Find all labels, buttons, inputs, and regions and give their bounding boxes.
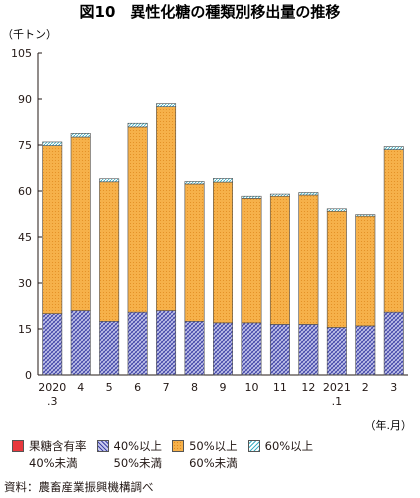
- bar-segment-50-60: [241, 198, 262, 324]
- legend-swatch-50-60: [172, 440, 185, 452]
- bar-segment-40-50: [326, 327, 347, 375]
- legend-item-over-60: 60%以上: [247, 438, 314, 472]
- bar-segment-over-60: [184, 181, 205, 185]
- y-tick-label: 90: [18, 93, 32, 106]
- legend-swatch-40-50: [96, 440, 109, 452]
- y-tick-label: 75: [18, 139, 32, 152]
- bar-segment-40-50: [156, 310, 177, 375]
- legend-swatch-under-40: [12, 440, 24, 452]
- y-tick-label: 105: [11, 47, 32, 60]
- bar-segment-40-50: [99, 321, 120, 375]
- y-tick-label: 15: [18, 323, 32, 336]
- x-period-label: （年.月）: [365, 418, 413, 432]
- x-tick-label: 2020: [38, 381, 66, 394]
- bar-segment-40-50: [298, 324, 319, 375]
- bar-segment-over-60: [298, 192, 319, 196]
- bar-segment-over-60: [241, 195, 262, 199]
- x-tick-label: 8: [191, 381, 198, 394]
- bar-segment-50-60: [99, 181, 120, 322]
- x-tick-label: 5: [106, 381, 113, 394]
- chart: 図10 異性化糖の種類別移出量の推移 （千トン） （年.月） 015304560…: [2, 3, 413, 432]
- bar-segment-40-50: [269, 324, 290, 375]
- legend-label-under-40: 果糖含有率 40%未満: [29, 439, 87, 470]
- bar-segment-40-50: [184, 321, 205, 375]
- bar-segment-over-60: [355, 214, 376, 217]
- bar-segment-40-50: [213, 322, 233, 375]
- bar-segment-50-60: [269, 195, 290, 325]
- x-tick-label: 2021: [323, 381, 351, 394]
- x-tick-label: 6: [134, 381, 141, 394]
- bar-segment-over-60: [156, 103, 177, 107]
- legend-item-50-60: 50%以上 60%未満: [172, 438, 238, 472]
- x-tick-label: 9: [220, 381, 227, 394]
- bar-segment-50-60: [127, 126, 148, 313]
- bar-segment-50-60: [42, 145, 63, 314]
- bar-segment-40-50: [127, 311, 148, 375]
- bar-segment-40-50: [70, 310, 91, 375]
- bar-segment-over-60: [127, 122, 148, 128]
- y-tick-label: 30: [18, 277, 32, 290]
- x-tick-label: 12: [301, 381, 315, 394]
- legend: 果糖含有率 40%未満 40%以上 50%未満 50%以上 60%未満 60%以…: [12, 438, 313, 472]
- y-tick-label: 0: [25, 369, 32, 382]
- bar-segment-over-60: [383, 146, 404, 150]
- x-tick-label: 3: [390, 381, 397, 394]
- bar-segment-over-60: [269, 193, 290, 197]
- bar-segment-over-60: [42, 141, 63, 146]
- x-tick-label: 2: [362, 381, 369, 394]
- bar-segment-over-60: [99, 178, 120, 183]
- bar-segment-50-60: [184, 183, 205, 322]
- bar-segment-50-60: [70, 136, 91, 311]
- source-note: 資料：農畜産業振興機構調べ: [4, 480, 154, 494]
- x-tick-label: 7: [163, 381, 170, 394]
- bar-segment-over-60: [70, 133, 91, 138]
- legend-label-over-60: 60%以上: [264, 439, 314, 453]
- bar-segment-40-50: [42, 313, 63, 375]
- x-tick-label: 11: [273, 381, 287, 394]
- bar-segment-50-60: [383, 149, 404, 313]
- chart-title: 図10 異性化糖の種類別移出量の推移: [80, 3, 341, 21]
- legend-swatch-over-60: [247, 440, 260, 452]
- bar-segment-40-50: [241, 322, 262, 375]
- legend-label-40-50: 40%以上 50%未満: [113, 439, 163, 470]
- bar-segment-50-60: [156, 106, 177, 311]
- legend-item-40-50: 40%以上 50%未満: [96, 438, 163, 472]
- bar-segment-50-60: [213, 181, 233, 324]
- y-tick-label: 45: [18, 231, 32, 244]
- bar-segment-50-60: [355, 215, 376, 327]
- bar-segment-over-60: [326, 208, 347, 212]
- bar-segment-over-60: [213, 178, 233, 183]
- bar-segment-40-50: [383, 311, 404, 375]
- y-unit-label: （千トン）: [2, 28, 57, 41]
- bar-segment-50-60: [298, 194, 319, 325]
- legend-label-50-60: 50%以上 60%未満: [189, 439, 238, 470]
- y-tick-label: 60: [18, 185, 32, 198]
- legend-item-under-40: 果糖含有率 40%未満: [12, 438, 87, 472]
- x-tick-label: .3: [47, 395, 58, 408]
- x-tick-label: 10: [244, 381, 258, 394]
- x-tick-label: 4: [77, 381, 84, 394]
- bar-segment-50-60: [326, 210, 347, 328]
- bar-segment-40-50: [355, 325, 376, 375]
- x-tick-label: .1: [332, 395, 343, 408]
